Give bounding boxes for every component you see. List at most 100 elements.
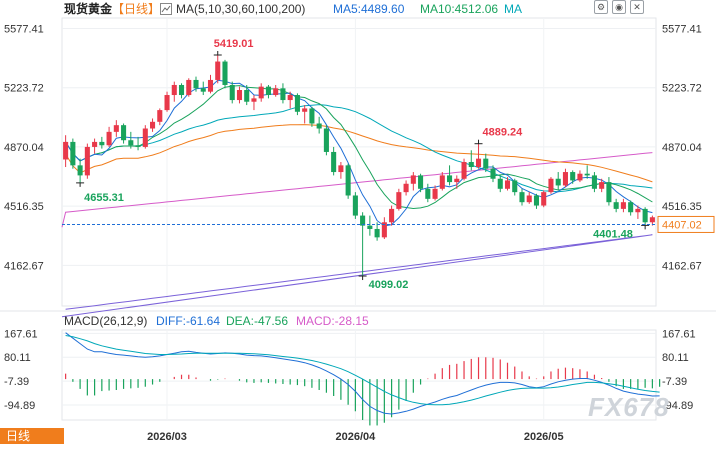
candle-body: [439, 175, 445, 189]
annotation-label: 4401.48: [593, 228, 633, 240]
candle-body: [164, 95, 170, 111]
candle-body: [468, 162, 474, 168]
candle-body: [229, 84, 235, 101]
macd-header: MACD(26,12,9) DIFF:-61.64 DEA:-47.56 MAC…: [0, 313, 716, 329]
candle-body: [331, 151, 337, 173]
price-ytick-right: 4162.67: [662, 260, 702, 272]
candle-body: [84, 146, 90, 176]
watermark: FX678: [588, 392, 670, 422]
ma-params-label: MA(5,10,30,60,100,200): [176, 2, 306, 16]
price-ytick-right: 5577.41: [662, 23, 702, 35]
candle-body: [150, 121, 156, 129]
candle-body: [316, 123, 322, 129]
candle-body: [599, 182, 605, 189]
candle-body: [447, 175, 453, 183]
eye-icon[interactable]: ◉: [612, 0, 626, 14]
candle-body: [497, 178, 503, 189]
candle-body: [215, 61, 221, 80]
candle-body: [222, 61, 228, 85]
candle-body: [338, 165, 344, 173]
candle-body: [461, 162, 467, 179]
price-ytick-left: 4162.67: [4, 260, 44, 272]
candle-body: [396, 192, 402, 209]
ma-chart-icon[interactable]: [160, 2, 172, 15]
macd-panel-frame: [61, 329, 657, 421]
candle-body: [207, 79, 214, 92]
candle-body: [63, 141, 69, 160]
price-ytick-left: 5223.72: [4, 83, 44, 95]
candle-body: [302, 108, 308, 112]
last-price-tag: [657, 215, 715, 233]
ma200-line: [61, 234, 653, 318]
candle-body: [171, 84, 177, 96]
macd-dea-value: DEA:-47.56: [226, 314, 289, 328]
price-ytick-left: 4870.04: [4, 142, 44, 154]
gear-icon[interactable]: ⚙: [594, 0, 608, 14]
candle-body: [128, 140, 134, 146]
annotation-label: 5419.01: [214, 38, 254, 50]
candle-body: [258, 86, 264, 99]
x-tick-label: 2026/05: [524, 431, 564, 443]
candle-body: [287, 95, 293, 101]
candle-body: [613, 202, 619, 209]
macd-dea-line: [65, 335, 660, 406]
period-tab[interactable]: 日线: [0, 428, 64, 444]
candle-body: [591, 175, 597, 189]
candle-body: [99, 141, 105, 146]
candle-body: [265, 86, 271, 96]
macd-ytick-right: -7.39: [662, 376, 687, 388]
candle-body: [584, 173, 590, 176]
ma30-line: [65, 104, 653, 193]
candle-body: [475, 158, 482, 168]
price-ytick-left: 5577.41: [4, 23, 44, 35]
candle-body: [352, 195, 358, 216]
instrument-name: 现货黄金: [64, 2, 113, 16]
close-icon[interactable]: ✕: [630, 0, 644, 14]
annotation-label: 4099.02: [369, 279, 409, 291]
macd-ytick-right: -94.89: [662, 400, 693, 412]
ma5-value: MA5:4489.60: [333, 2, 405, 16]
macd-diff-value: DIFF:-61.64: [156, 314, 221, 328]
candle-body: [418, 175, 424, 189]
candle-body: [323, 128, 329, 152]
ma100-line: [61, 152, 653, 228]
price-panel-frame: [61, 17, 657, 307]
price-ytick-left: 4516.35: [4, 201, 44, 213]
candle-body: [113, 125, 119, 132]
price-ytick-right: 4516.35: [662, 201, 702, 213]
ma60-line: [65, 124, 653, 183]
candle-body: [555, 178, 561, 186]
candle-body: [374, 228, 380, 238]
candle-body: [541, 192, 547, 206]
candle-body: [251, 98, 257, 102]
candle-body: [142, 128, 148, 147]
candle-body: [620, 202, 626, 209]
chart-header: 现货黄金 【日线】 MA(5,10,30,60,100,200) MA5:448…: [0, 0, 716, 18]
candle-body: [570, 172, 576, 181]
macd-ytick-left: -94.89: [4, 400, 35, 412]
candle-body: [454, 178, 460, 183]
last-price-label: 4407.02: [662, 219, 702, 231]
price-ytick-right: 4870.04: [662, 142, 702, 154]
candle-body: [548, 178, 554, 193]
macd-macd-value: MACD:-28.15: [296, 314, 369, 328]
candle-body: [360, 215, 366, 226]
candle-body: [606, 182, 612, 203]
candle-body: [280, 88, 286, 101]
candle-body: [577, 173, 583, 181]
candle-body: [512, 180, 518, 193]
x-tick-label: 2026/04: [335, 431, 376, 443]
candle-body: [77, 165, 83, 176]
candle-body: [410, 175, 416, 184]
candle-body: [106, 131, 112, 146]
macd-ytick-right: 80.11: [662, 352, 689, 364]
candle-body: [70, 141, 76, 166]
ma10-line: [65, 85, 653, 210]
period-label[interactable]: 【日线】: [112, 2, 161, 16]
candle-body: [121, 125, 127, 141]
candle-body: [244, 90, 250, 102]
candle-body: [526, 195, 532, 203]
candle-body: [273, 88, 279, 96]
macd-ytick-left: -7.39: [4, 376, 29, 388]
